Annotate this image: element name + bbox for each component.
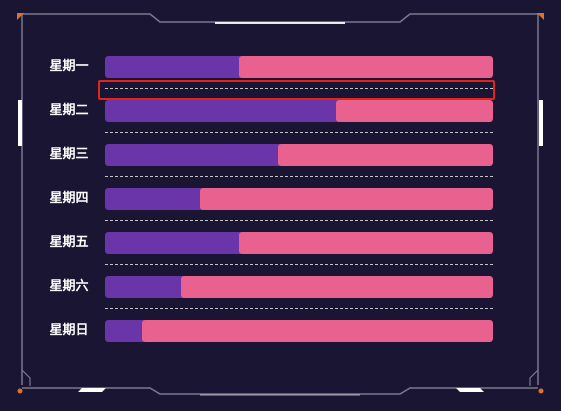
- day-label: 星期四: [49, 191, 89, 206]
- bar-segment-a: [105, 232, 241, 254]
- day-label: 星期二: [49, 103, 89, 118]
- bar-segment-b: [200, 188, 493, 210]
- day-label: 星期日: [49, 323, 89, 338]
- bar-segment-b: [277, 144, 493, 166]
- bar-segment-b: [238, 232, 493, 254]
- bar-segment-b: [238, 56, 493, 78]
- bar-row: [105, 320, 493, 342]
- bar-segment-a: [105, 320, 144, 342]
- bar-row: [105, 232, 493, 254]
- row-divider: [105, 88, 493, 89]
- bar-segment-b: [335, 100, 493, 122]
- bar-row: [105, 56, 493, 78]
- row-divider: [105, 132, 493, 133]
- bar-row: [105, 144, 493, 166]
- bar-row: [105, 100, 493, 122]
- bar-segment-a: [105, 276, 183, 298]
- highlight-box: [98, 80, 495, 100]
- bar-segment-b: [180, 276, 493, 298]
- row-divider: [105, 308, 493, 309]
- day-label: 星期三: [49, 147, 89, 162]
- bar-segment-a: [105, 56, 241, 78]
- bar-segment-a: [105, 188, 202, 210]
- day-label: 星期五: [49, 235, 89, 250]
- row-divider: [105, 176, 493, 177]
- bar-row: [105, 276, 493, 298]
- row-divider: [105, 264, 493, 265]
- bar-row: [105, 188, 493, 210]
- bar-segment-a: [105, 100, 338, 122]
- bar-segment-a: [105, 144, 280, 166]
- row-divider: [105, 220, 493, 221]
- bar-segment-b: [141, 320, 493, 342]
- day-label: 星期六: [49, 279, 89, 294]
- day-label: 星期一: [49, 59, 89, 74]
